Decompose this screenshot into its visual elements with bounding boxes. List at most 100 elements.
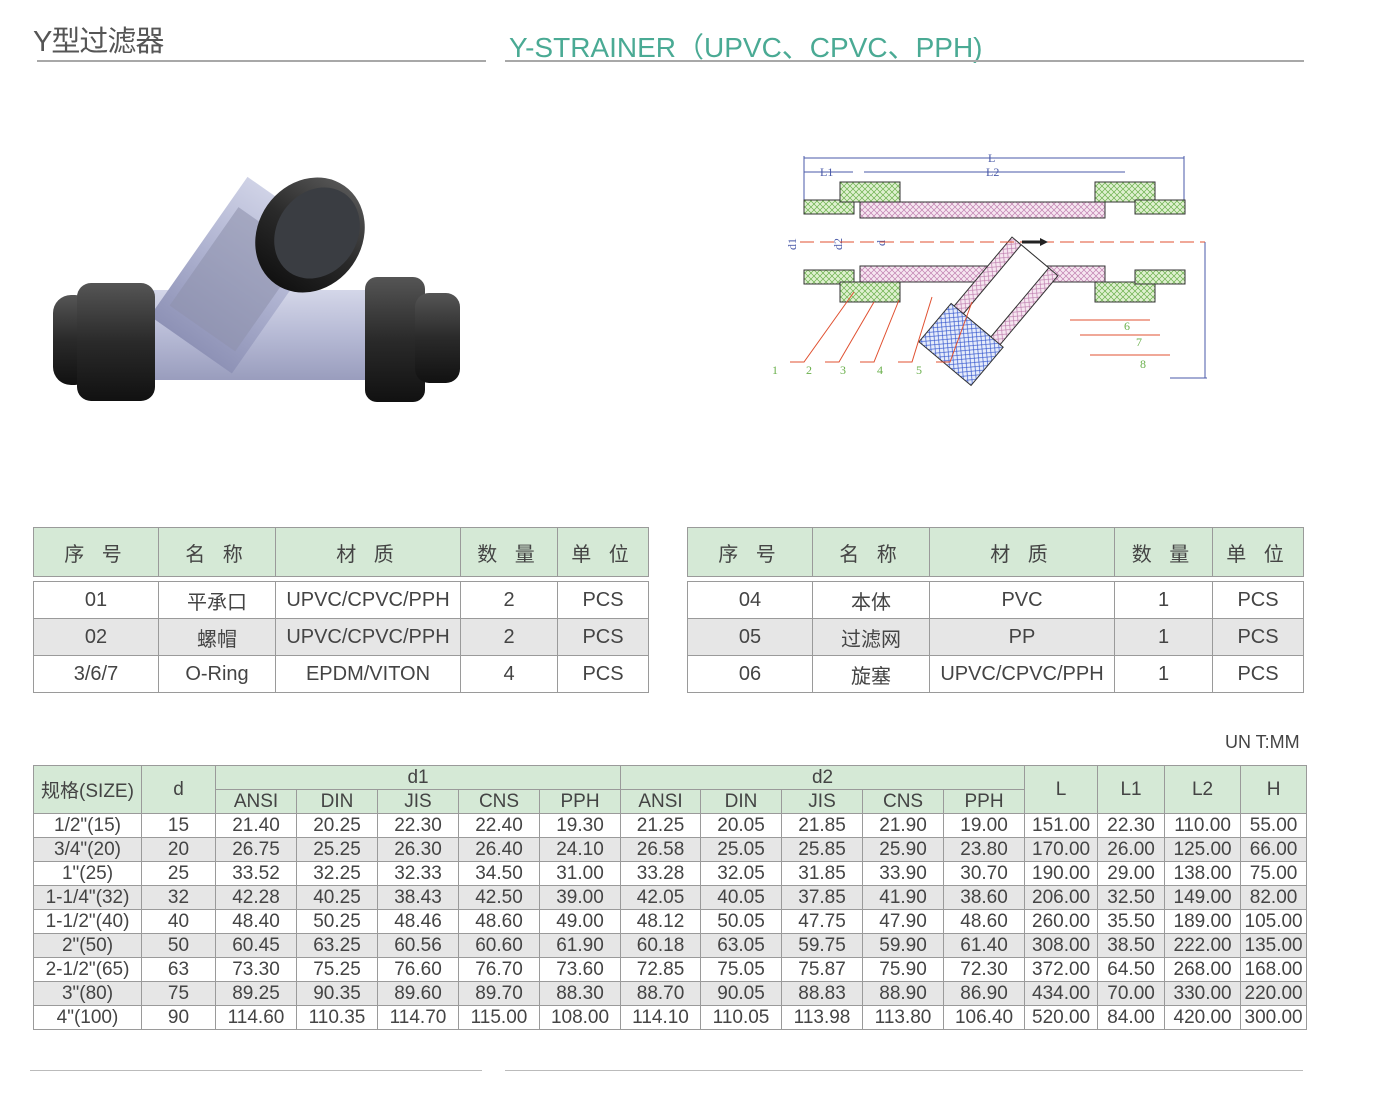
table-cell: 本体 [812,581,930,619]
header-L: L [1024,765,1099,814]
header-d2: d2 [620,765,1026,790]
table-cell: 105.00 [1240,909,1308,934]
title-english: Y-STRAINER（UPVC、CPVC、PPH) [509,32,983,63]
table-cell: 42.50 [458,885,540,910]
table-cell: 84.00 [1097,1005,1166,1030]
table-cell: 220.00 [1240,981,1308,1006]
table-cell: UPVC/CPVC/PPH [929,655,1115,693]
table-cell: 114.60 [215,1005,297,1030]
column-header: 材 质 [929,527,1115,577]
table-row: 2-1/2"(65) 63 73.30 75.25 76.60 76.70 73.60 72.… [33,957,1308,982]
column-header: 单 位 [1212,527,1304,577]
column-header: 序 号 [687,527,813,577]
table-cell: 20 [141,837,216,862]
table-cell: EPDM/VITON [275,655,461,693]
table-cell: 47.90 [862,909,945,934]
header-H: H [1240,765,1308,814]
table-row: 1-1/4"(32) 32 42.28 40.25 38.43 42.50 39.00 42.… [33,885,1308,910]
table-cell: 40 [141,909,216,934]
table-cell: PCS [557,618,649,656]
table-cell: 90.35 [296,981,378,1006]
table-cell: 113.80 [862,1005,945,1030]
table-cell: 06 [687,655,813,693]
column-header: 名 称 [812,527,930,577]
table-cell: 115.00 [458,1005,540,1030]
table-cell: 47.75 [781,909,864,934]
table-cell: 88.83 [781,981,864,1006]
table-row: 3"(80) 75 89.25 90.35 89.60 89.70 88.30 88.70 90… [33,981,1308,1006]
table-cell: 60.56 [377,933,459,958]
header-L1: L1 [1097,765,1166,814]
table-cell: 3"(80) [33,981,142,1006]
sub-header: CNS [862,789,945,814]
table-cell: 48.60 [943,909,1026,934]
table-cell: 90.05 [700,981,783,1006]
table-cell: 21.40 [215,813,297,838]
parts-table-right: 序 号名 称材 质数 量单 位 04 本体 PVC 1 PCS 05 过滤网 PP 1 PCS 06 旋… [687,527,1304,693]
table-row: 1/2"(15) 15 21.40 20.25 22.30 22.40 19.30 21.25… [33,813,1308,838]
table-cell: 60.45 [215,933,297,958]
table-cell: 60.18 [620,933,702,958]
table-cell: 75.87 [781,957,864,982]
footer-divider-left [30,1070,482,1071]
table-cell: PCS [1212,655,1304,693]
table-cell: 88.30 [538,981,622,1006]
table-cell: 49.00 [538,909,622,934]
table-cell: 26.40 [458,837,540,862]
table-row: 01 平承口 UPVC/CPVC/PPH 2 PCS [33,581,649,619]
table-cell: 25.05 [700,837,783,862]
column-header: 数 量 [460,527,558,577]
table-cell: 66.00 [1240,837,1308,862]
table-cell: 110.05 [700,1005,783,1030]
table-cell: 268.00 [1164,957,1242,982]
table-cell: 149.00 [1164,885,1242,910]
table-cell: PCS [1212,618,1304,656]
column-header: 材 质 [275,527,461,577]
table-cell: UPVC/CPVC/PPH [275,618,461,656]
table-cell: 04 [687,581,813,619]
table-cell: 113.98 [781,1005,864,1030]
table-cell: 75.00 [1240,861,1308,886]
table-cell: PCS [557,655,649,693]
table-cell: 22.30 [377,813,459,838]
table-cell: 76.70 [458,957,540,982]
table-cell: 19.30 [538,813,622,838]
sub-header: ANSI [215,789,297,814]
table-cell: 138.00 [1164,861,1242,886]
table-cell: 25.25 [296,837,378,862]
table-cell: PCS [557,581,649,619]
table-cell: 300.00 [1240,1005,1308,1030]
table-cell: 330.00 [1164,981,1242,1006]
callout-2: 2 [806,363,812,377]
table-cell: 168.00 [1240,957,1308,982]
table-cell: 135.00 [1240,933,1308,958]
table-cell: 过滤网 [812,618,930,656]
table-cell: 48.12 [620,909,702,934]
table-cell: 20.05 [700,813,783,838]
table-cell: 1"(25) [33,861,142,886]
dim-label-d1: d1 [785,238,799,250]
table-cell: 31.00 [538,861,622,886]
table-cell: 106.40 [943,1005,1026,1030]
callout-3: 3 [840,363,846,377]
table-cell: 1 [1114,581,1213,619]
table-cell: 59.90 [862,933,945,958]
table-cell: 114.70 [377,1005,459,1030]
table-cell: 螺帽 [158,618,276,656]
unit-label: UN T:MM [1225,732,1300,752]
table-row: 06 旋塞 UPVC/CPVC/PPH 1 PCS [687,655,1304,693]
table-cell: 2 [460,618,558,656]
table-cell: 21.85 [781,813,864,838]
table-row: 05 过滤网 PP 1 PCS [687,618,1304,656]
dimensions-table: 规格(SIZE) d d1 d2 L L1 L2 H ANSI DIN JIS CNS… [33,765,1308,1030]
table-cell: 75.90 [862,957,945,982]
table-row: 02 螺帽 UPVC/CPVC/PPH 2 PCS [33,618,649,656]
table-cell: 73.60 [538,957,622,982]
dim-label-L2: L2 [986,165,999,179]
table-cell: 50.25 [296,909,378,934]
table-cell: 60.60 [458,933,540,958]
table-row: 3/6/7 O-Ring EPDM/VITON 4 PCS [33,655,649,693]
table-cell: 30.70 [943,861,1026,886]
table-cell: 38.60 [943,885,1026,910]
